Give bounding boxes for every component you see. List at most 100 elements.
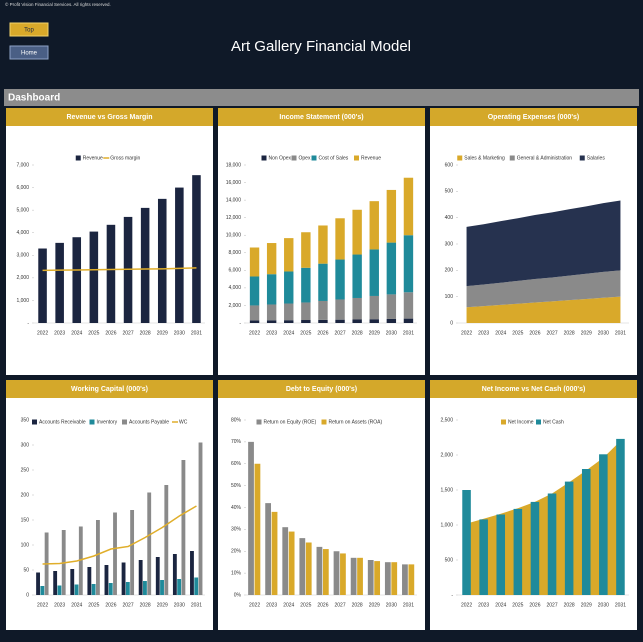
x-tick-label: 2027 <box>546 330 557 336</box>
bar <box>143 581 147 595</box>
bar <box>391 562 398 595</box>
x-tick-label: 2023 <box>266 330 277 336</box>
x-tick-label: 2030 <box>174 330 185 336</box>
y-tick-label: 60% <box>231 461 242 467</box>
bar <box>284 320 294 323</box>
bar <box>318 319 328 323</box>
legend-label: Non Opex <box>269 155 292 161</box>
top-button[interactable] <box>9 22 49 37</box>
bar <box>181 460 186 595</box>
y-tick-label: 40% <box>231 505 242 511</box>
area <box>466 200 621 287</box>
top-button-label[interactable]: Top <box>24 28 34 34</box>
y-tick-label: 30% <box>231 527 242 533</box>
x-tick-label: 2025 <box>300 330 311 336</box>
x-tick-label: 2023 <box>478 602 489 608</box>
legend-swatch <box>311 155 317 161</box>
bar <box>350 557 357 595</box>
bar <box>53 571 58 595</box>
bar <box>530 501 540 595</box>
y-tick-label: 2,500 <box>440 417 453 423</box>
bar <box>564 481 574 595</box>
area <box>466 270 621 308</box>
x-tick-label: 2027 <box>334 330 345 336</box>
bar <box>271 511 278 595</box>
y-tick-label: 100 <box>445 294 454 300</box>
bar <box>403 235 414 293</box>
x-tick-label: 2026 <box>317 602 328 608</box>
x-tick-label: 2029 <box>157 330 168 336</box>
y-tick-label: 10% <box>231 570 242 576</box>
bar <box>190 551 194 595</box>
x-tick-label: 2031 <box>615 330 626 336</box>
panel-header <box>218 108 425 126</box>
legend-swatch <box>291 155 297 161</box>
legend-swatch <box>457 155 463 161</box>
bar <box>192 175 201 323</box>
home-button[interactable] <box>9 45 49 60</box>
bar <box>369 295 379 320</box>
copyright: © Profit Vision Financial Services. All … <box>5 1 111 7</box>
bar <box>288 531 295 595</box>
bar <box>374 561 381 595</box>
y-tick-label: 18,000 <box>226 162 242 168</box>
bar <box>157 198 167 323</box>
bar <box>125 582 130 595</box>
legend-swatch <box>354 155 359 161</box>
x-tick-label: 2024 <box>71 602 82 608</box>
bar <box>462 490 471 595</box>
bar <box>299 538 306 595</box>
y-tick-label: - <box>27 320 29 326</box>
x-tick-label: 2026 <box>529 330 540 336</box>
y-tick-label: 1,500 <box>440 487 453 493</box>
y-tick-label: 2,000 <box>440 452 453 458</box>
chart-title: Revenue vs Gross Margin <box>67 114 153 121</box>
x-tick-label: 2023 <box>54 602 65 608</box>
bar <box>248 441 254 595</box>
bar <box>322 549 329 595</box>
x-tick-label: 2025 <box>88 330 99 336</box>
bar <box>91 584 96 595</box>
bar <box>198 442 203 595</box>
legend-label: Salaries <box>587 155 606 161</box>
bar <box>599 454 608 595</box>
legend-swatch <box>261 155 267 161</box>
y-tick-label: - <box>451 592 453 598</box>
bar <box>89 231 99 323</box>
legend-label: Opex <box>299 155 311 161</box>
home-button-label[interactable]: Home <box>21 51 38 57</box>
bar <box>335 299 345 320</box>
bar <box>266 304 277 321</box>
bar <box>335 218 345 260</box>
x-tick-label: 2030 <box>386 330 397 336</box>
chart-title: Debt to Equity (000's) <box>286 386 357 393</box>
bar <box>386 294 397 319</box>
y-tick-label: 600 <box>445 162 454 168</box>
chart-title: Operating Expenses (000's) <box>488 114 580 121</box>
x-tick-label: 2028 <box>352 602 363 608</box>
bar <box>113 512 117 595</box>
panel-header <box>6 108 213 126</box>
bar <box>318 263 328 301</box>
bar <box>121 562 126 595</box>
legend-swatch <box>256 419 262 425</box>
bar <box>301 267 311 303</box>
y-tick-label: 4,000 <box>16 230 29 236</box>
bar <box>335 319 345 323</box>
bar <box>316 546 323 595</box>
bar <box>284 238 294 272</box>
bar <box>318 225 328 264</box>
bar <box>386 318 397 323</box>
x-tick-label: 2028 <box>140 330 151 336</box>
legend-label: Net Cash <box>543 419 564 425</box>
legend-swatch <box>32 419 37 425</box>
x-tick-label: 2028 <box>564 330 575 336</box>
bar <box>194 577 199 595</box>
y-tick-label: 300 <box>21 442 30 448</box>
y-tick-label: 500 <box>445 189 454 195</box>
y-tick-label: 7,000 <box>16 162 29 168</box>
bar <box>352 297 362 320</box>
y-tick-label: 2,000 <box>16 275 29 281</box>
bar <box>78 526 83 595</box>
x-tick-label: 2024 <box>283 330 294 336</box>
